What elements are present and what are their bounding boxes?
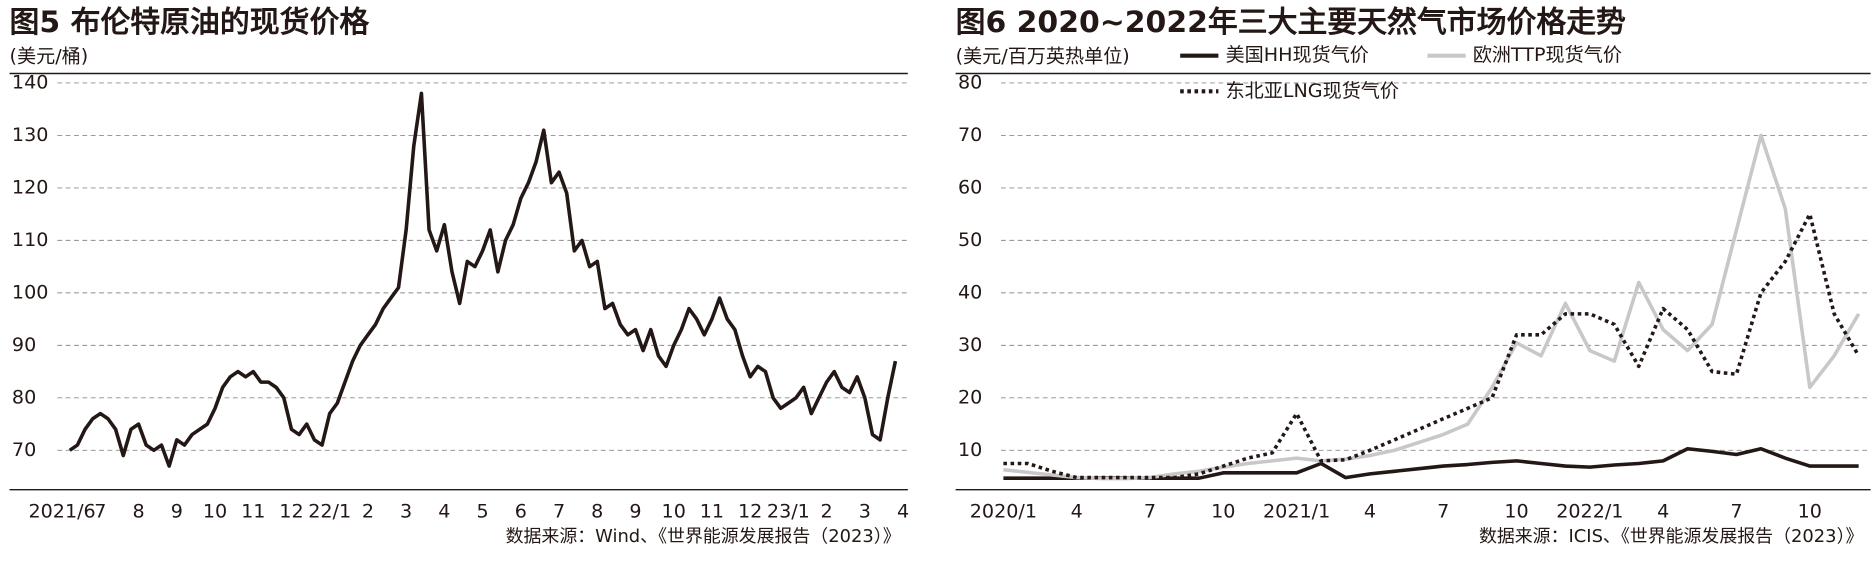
y-tick-label: 130 [12,124,48,146]
x-tick-label: 10 [662,501,686,523]
y-tick-label: 100 [12,281,48,303]
x-tick-label: 5 [477,501,489,523]
x-tick-label: 2 [821,501,833,523]
x-tick-label: 2021/6 [29,501,96,523]
series-line [1003,212,1861,480]
x-tick-label: 7 [1437,501,1449,523]
x-tick-label: 10 [1211,501,1235,523]
series-line [1003,133,1861,481]
y-tick-label: 80 [958,71,982,93]
legend-label: 东北亚LNG现货气价 [1226,80,1399,102]
y-tick-label: 70 [958,124,982,146]
x-tick-label: 2022/1 [1556,501,1623,523]
x-tick-label: 7 [1144,501,1156,523]
x-tick-label: 3 [400,501,412,523]
series-line [1003,446,1859,480]
x-tick-label: 9 [629,501,641,523]
x-tick-label: 4 [1071,501,1083,523]
y-axis-label: (美元/百万英热单位) [956,45,1130,67]
x-tick-label: 3 [859,501,871,523]
x-tick-label: 4 [1657,501,1669,523]
y-tick-label: 60 [958,176,982,198]
y-tick-label: 80 [12,386,36,408]
y-tick-label: 110 [12,229,48,251]
x-tick-label: 11 [700,501,724,523]
y-axis-label: (美元/桶) [10,45,89,67]
y-tick-label: 40 [958,281,982,303]
y-tick-label: 30 [958,334,982,356]
x-tick-label: 6 [515,501,527,523]
x-tick-label: 12 [738,501,762,523]
x-tick-label: 8 [132,501,144,523]
x-tick-label: 2020/1 [970,501,1037,523]
y-tick-label: 10 [958,439,982,461]
x-tick-label: 7 [94,501,106,523]
x-tick-label: 9 [171,501,183,523]
x-tick-label: 10 [1798,501,1822,523]
x-tick-label: 10 [1504,501,1528,523]
x-tick-label: 10 [203,501,227,523]
y-tick-label: 90 [12,334,36,356]
y-tick-label: 120 [12,176,48,198]
x-tick-label: 8 [591,501,603,523]
x-tick-label: 7 [1730,501,1742,523]
x-tick-label: 11 [241,501,265,523]
source-note: 数据来源：ICIS、《世界能源发展报告（2023）》 [1479,526,1863,547]
legend-label: 美国HH现货气价 [1226,44,1369,66]
x-tick-label: 12 [279,501,303,523]
x-tick-label: 4 [438,501,450,523]
x-tick-label: 7 [553,501,565,523]
x-tick-label: 2 [362,501,374,523]
y-tick-label: 140 [12,71,48,93]
x-tick-label: 4 [1364,501,1376,523]
y-tick-label: 20 [958,386,982,408]
source-note: 数据来源：Wind、《世界能源发展报告（2023）》 [506,526,901,547]
chart-title: 图5 布伦特原油的现货价格 [10,5,370,40]
x-tick-label: 2021/1 [1263,501,1330,523]
y-tick-label: 70 [12,439,36,461]
x-tick-label: 22/1 [308,501,351,523]
x-tick-label: 23/1 [767,501,810,523]
y-tick-label: 50 [958,229,982,251]
x-tick-label: 4 [897,501,909,523]
chart-title: 图6 2020~2022年三大主要天然气市场价格走势 [956,5,1627,40]
price-line [68,91,898,468]
legend-label: 欧洲TTP现货气价 [1473,44,1622,66]
